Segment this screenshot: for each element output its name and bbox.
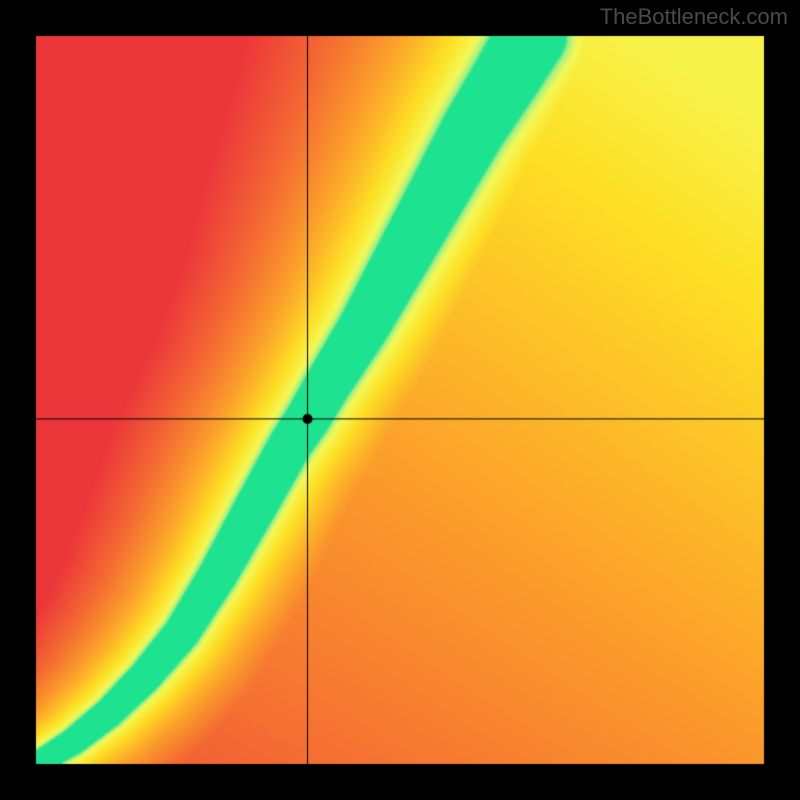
- watermark-text: TheBottleneck.com: [600, 4, 788, 30]
- bottleneck-heatmap: [0, 0, 800, 800]
- chart-container: TheBottleneck.com: [0, 0, 800, 800]
